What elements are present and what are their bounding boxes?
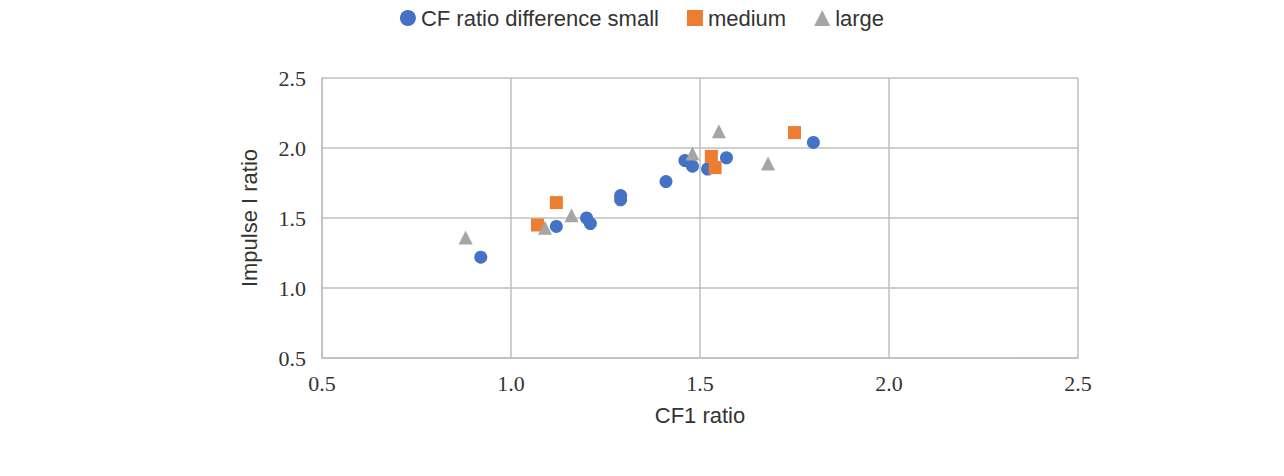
- svg-text:2.5: 2.5: [279, 66, 307, 91]
- svg-text:2.5: 2.5: [1064, 371, 1092, 396]
- svg-text:CF ratio difference small: CF ratio difference small: [421, 6, 659, 31]
- svg-text:0.5: 0.5: [308, 371, 336, 396]
- svg-text:large: large: [835, 6, 884, 31]
- svg-text:2.0: 2.0: [279, 136, 307, 161]
- svg-text:Impulse I ratio: Impulse I ratio: [237, 149, 262, 287]
- svg-text:2.0: 2.0: [875, 371, 903, 396]
- svg-text:medium: medium: [708, 6, 786, 31]
- svg-text:1.5: 1.5: [686, 371, 714, 396]
- svg-text:1.0: 1.0: [279, 276, 307, 301]
- svg-text:CF1 ratio: CF1 ratio: [655, 403, 745, 428]
- svg-text:1.5: 1.5: [279, 206, 307, 231]
- svg-text:1.0: 1.0: [497, 371, 525, 396]
- svg-text:0.5: 0.5: [279, 346, 307, 371]
